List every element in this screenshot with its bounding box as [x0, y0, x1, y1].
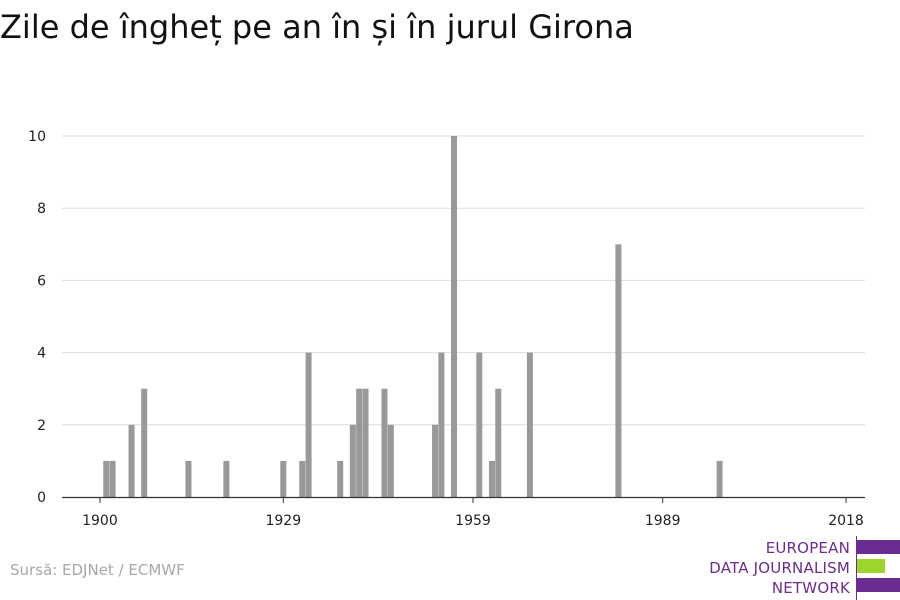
logo-line-1: EUROPEAN	[765, 539, 850, 557]
bar	[476, 352, 483, 497]
x-tick-label: 2018	[828, 513, 864, 529]
bar	[305, 352, 312, 497]
y-tick-label: 0	[37, 490, 46, 506]
y-tick-label: 10	[28, 129, 46, 145]
source-note: Sursă: EDJNet / ECMWF	[10, 561, 185, 579]
bar	[299, 460, 306, 497]
bar	[185, 460, 192, 497]
x-tick-label: 1929	[265, 513, 301, 529]
bar	[223, 460, 230, 497]
y-tick-label: 4	[37, 346, 46, 362]
bar	[495, 388, 502, 497]
x-tick-label: 1900	[82, 513, 118, 529]
bar	[356, 388, 363, 497]
logo-bar-purple-bottom	[857, 578, 900, 592]
bar	[141, 388, 148, 497]
bar	[526, 352, 533, 497]
x-tick-label: 1959	[455, 513, 491, 529]
logo-divider	[856, 536, 857, 600]
bar	[451, 136, 458, 497]
bar	[109, 460, 116, 497]
bar	[362, 388, 369, 497]
bar	[432, 424, 439, 497]
bar	[488, 460, 495, 497]
bar	[387, 424, 394, 497]
y-tick-label: 2	[37, 418, 46, 434]
bar	[615, 244, 622, 497]
bar	[128, 424, 135, 497]
bar	[103, 460, 110, 497]
logo-bar-green	[857, 559, 885, 573]
y-tick-label: 8	[37, 201, 46, 217]
x-tick-label: 1989	[645, 513, 681, 529]
bar	[381, 388, 388, 497]
bar	[349, 424, 356, 497]
bar	[280, 460, 287, 497]
chart-title: Zile de îngheț pe an în și în jurul Giro…	[0, 8, 634, 46]
bar	[337, 460, 344, 497]
edjnet-logo: EUROPEAN DATA JOURNALISM NETWORK	[706, 536, 900, 600]
logo-line-2: DATA JOURNALISM	[709, 559, 850, 577]
y-tick-label: 6	[37, 273, 46, 289]
bar	[438, 352, 445, 497]
logo-bar-purple-top	[857, 540, 900, 554]
logo-line-3: NETWORK	[771, 579, 850, 597]
bar	[716, 460, 723, 497]
